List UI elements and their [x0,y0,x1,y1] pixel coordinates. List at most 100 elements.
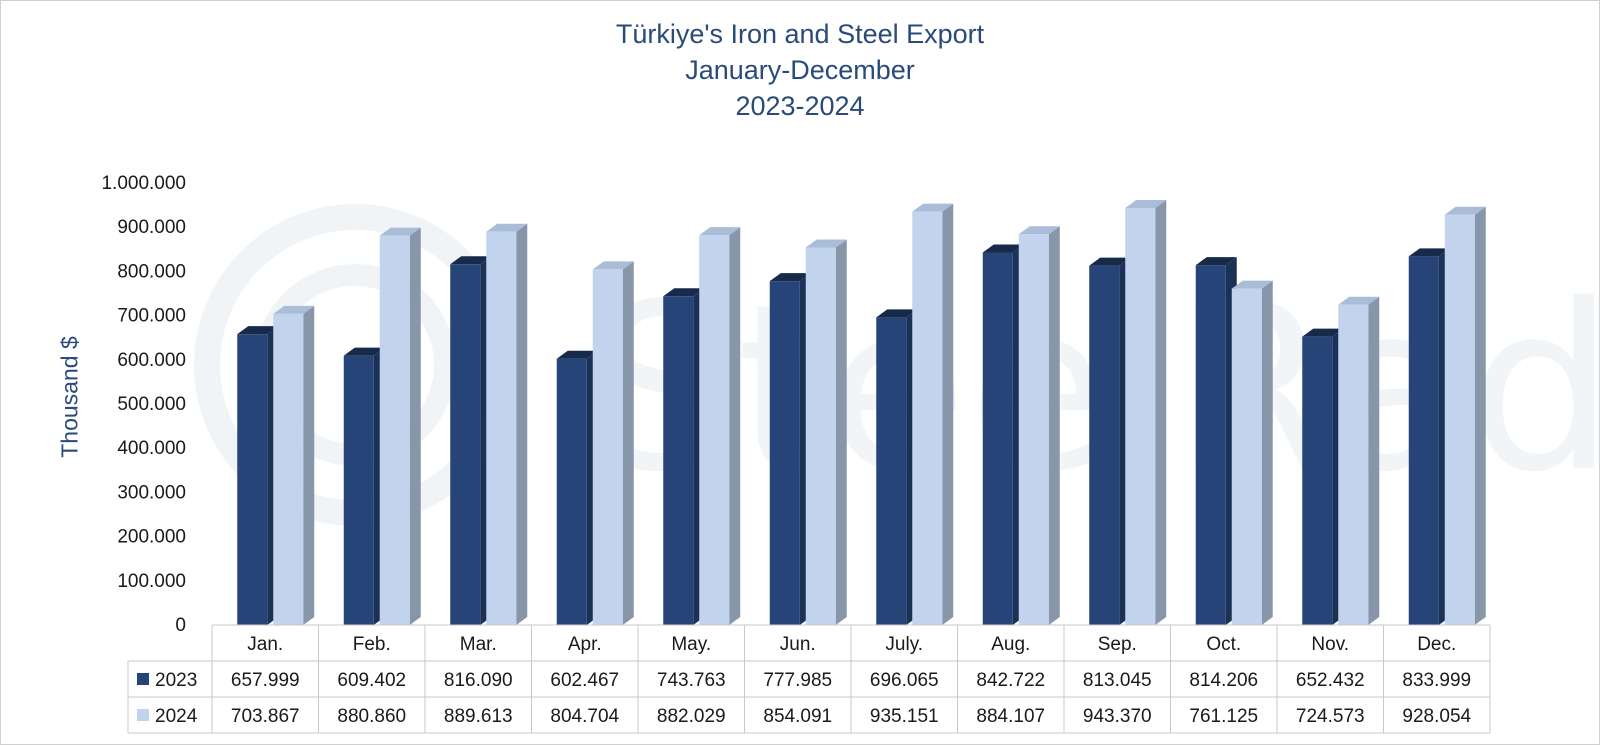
x-category-label: Apr. [568,634,602,655]
bar-2023-6 [876,309,918,625]
bar-top [912,203,954,212]
bar-2024-8 [1125,200,1167,625]
bar-side [729,227,741,625]
y-tick-label: 900.000 [117,217,186,238]
bar-top [556,350,598,359]
bar-side [303,305,315,625]
bar-top [982,244,1024,253]
bar-top [769,273,811,282]
data-label-2024: 724.573 [1296,706,1365,727]
data-label-2023: 743.763 [657,670,726,691]
data-label-2023: 602.467 [550,670,619,691]
y-tick-label: 500.000 [117,394,186,415]
data-label-2023: 652.432 [1296,670,1365,691]
data-label-2024: 889.613 [444,706,513,727]
bar-front [556,358,587,625]
bar-top [805,239,847,248]
bar-front [1195,265,1226,625]
bar-top [1089,257,1131,266]
y-tick-label: 0 [175,615,186,636]
bar-top [343,347,385,356]
bar-top [1231,280,1273,289]
bar-2023-4 [663,288,705,625]
bar-2024-1 [379,227,421,625]
data-label-2023: 816.090 [444,670,513,691]
bar-front [1231,288,1262,625]
bar-2023-11 [1408,248,1450,625]
bar-front [450,264,481,625]
bar-2024-9 [1231,280,1273,625]
bar-front [237,334,268,625]
y-tick-label: 1.000.000 [101,173,186,194]
bar-top [273,305,315,314]
data-label-2024: 943.370 [1083,706,1152,727]
bar-top [1018,226,1060,235]
bars [237,200,1486,626]
bar-side [835,239,847,626]
bar-2024-2 [486,223,528,625]
bar-side [622,261,634,625]
bar-2024-7 [1018,226,1060,625]
bar-side [1474,206,1486,626]
data-label-2023: 657.999 [231,670,300,691]
bar-front [343,355,374,625]
bar-front [273,313,304,625]
bar-2023-9 [1195,257,1237,625]
chart-title-line-1: Türkiye's Iron and Steel Export [615,19,985,49]
x-category-label: Aug. [991,634,1030,655]
y-tick-label: 300.000 [117,482,186,503]
bar-2024-4 [699,227,741,625]
y-tick-label: 600.000 [117,350,186,371]
bar-front [1408,256,1439,625]
x-category-label: Dec. [1417,634,1456,655]
bar-2024-5 [805,239,847,626]
bar-2023-1 [343,347,385,625]
data-label-2023: 814.206 [1189,670,1258,691]
data-label-2024: 854.091 [763,706,832,727]
bar-top [1444,206,1486,215]
bar-2024-3 [592,261,634,625]
data-label-2023: 813.045 [1083,670,1152,691]
y-tick-label: 100.000 [117,571,186,592]
legend-label-2024: 2024 [155,706,198,727]
bar-side [1048,226,1060,625]
bar-front [486,231,517,625]
data-label-2024: 880.860 [337,706,406,727]
bar-top [1338,296,1380,305]
data-label-2023: 777.985 [763,670,832,691]
bar-side [1261,280,1273,625]
bar-top [237,326,279,335]
bar-front [982,252,1013,625]
y-tick-label: 400.000 [117,438,186,459]
bar-front [1089,265,1120,625]
legend-swatch-2024 [137,709,149,721]
bar-2024-10 [1338,296,1380,625]
bar-side [942,203,954,625]
data-label-2024: 928.054 [1402,706,1471,727]
bar-2023-7 [982,244,1024,625]
bar-front [1302,336,1333,625]
x-category-label: Mar. [460,634,497,655]
bar-2024-11 [1444,206,1486,626]
bar-2023-5 [769,273,811,625]
bar-2023-8 [1089,257,1131,625]
bar-top [1408,248,1450,257]
y-tick-label: 700.000 [117,306,186,327]
bar-top [450,256,492,265]
x-category-label: July. [885,634,923,655]
bar-2023-2 [450,256,492,625]
bar-2023-3 [556,350,598,625]
chart-title-line-3: 2023-2024 [735,91,865,121]
bar-side [409,227,421,625]
bar-side [516,223,528,625]
bar-front [1338,304,1369,625]
data-label-2024: 935.151 [870,706,939,727]
bar-side [1368,296,1380,625]
chart-title-line-2: January-December [685,55,915,85]
bar-top [486,223,528,232]
data-label-2024: 884.107 [976,706,1045,727]
legend-swatch-2023 [137,673,149,685]
bar-front [876,317,907,625]
bar-front [663,296,694,625]
